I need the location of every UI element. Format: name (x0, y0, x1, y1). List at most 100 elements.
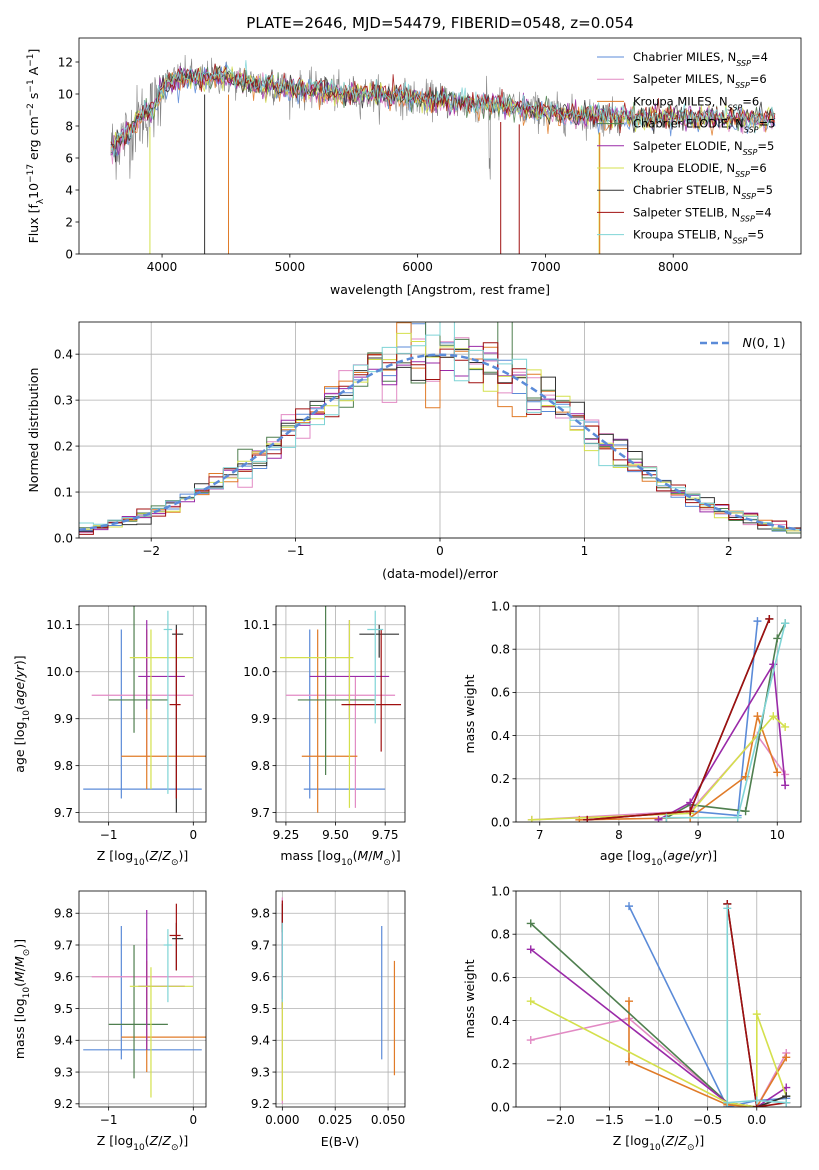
mass-vs-metallicity-panel: −1 0 9.2 9.3 9.4 9.5 9.6 9.7 9.8 Z [log10(Z/Z⊙)] m… (12, 890, 207, 1153)
mass-weight-marker (583, 815, 592, 822)
axes-frame (78, 37, 802, 255)
residual-histogram-series (79, 342, 801, 535)
mass-vs-Z-xlabel: Z [log10(Z/Z⊙)] (97, 1133, 189, 1153)
grid-lines (276, 891, 405, 1107)
mass-vs-ebv-panel: 0.000 0.025 0.050 9.2 9.3 9.4 9.5 9.6 9.7 9.8 E(B-… (251, 890, 406, 1149)
y-tick-label: 9.4 (251, 1034, 270, 1048)
mass-weight-marker (782, 1098, 791, 1107)
x-tick-label: 8 (615, 828, 623, 842)
axes-frame (275, 605, 406, 823)
x-tick-label: 0.050 (371, 1113, 405, 1127)
mass-weight-marker (765, 614, 774, 623)
y-tick-label: 0.0 (54, 531, 73, 545)
y-tick-label: 1.0 (491, 599, 510, 613)
axes-frame (78, 890, 207, 1108)
errorbar-point (138, 620, 185, 710)
mass-weight-marker (781, 619, 790, 628)
mass-weight-line (666, 623, 786, 819)
errorbar-point (163, 929, 173, 1003)
mass-weight-marker (782, 1053, 791, 1062)
y-tick-label: 9.7 (54, 806, 73, 820)
axes-frame (515, 605, 802, 823)
errorbar-point (367, 610, 384, 724)
mass-weight-series (583, 614, 774, 822)
mass-weight-vs-metallicity-panel: −2.0 −1.5 −1.0 −0.5 0.0 0.0 0.2 0.4 0.6 0.8 1.0 Z [… (462, 884, 802, 1153)
y-tick-label: 9.9 (251, 712, 270, 726)
y-tick-label: 9.2 (251, 1097, 270, 1111)
axes-frame (275, 890, 406, 1108)
x-tick-label: −1.0 (644, 1113, 673, 1127)
y-tick-label: 0.4 (491, 729, 510, 743)
y-tick-label: 0.4 (491, 1014, 510, 1028)
y-tick-label: 0.3 (54, 393, 73, 407)
y-tick-label: 10 (58, 87, 73, 101)
grid-lines (79, 891, 206, 1107)
y-tick-label: 9.7 (251, 806, 270, 820)
x-tick-label: 0 (189, 828, 197, 842)
age-vs-Z-xlabel: Z [log10(Z/Z⊙)] (97, 848, 189, 868)
plot-area (279, 606, 402, 813)
grid-lines (276, 606, 405, 822)
mass-weight-marker (526, 919, 535, 928)
mass-weight-marker (654, 815, 663, 822)
x-tick-label: 0 (189, 1113, 197, 1127)
y-tick-label: 9.3 (54, 1065, 73, 1079)
spectrum-ylabel: Flux [fλ10−17 erg cm−2 s−1 A−1] (26, 49, 46, 244)
errorbar-point (121, 960, 206, 1073)
legend-label: Kroupa MILES, NSSP=6 (633, 94, 759, 112)
mass-vs-ebv-xlabel: E(B-V) (321, 1134, 360, 1149)
legend-label: Salpeter ELODIE, NSSP=5 (633, 139, 774, 157)
errorbar-point (129, 629, 194, 790)
age-vs-mass-panel: 9.25 9.50 9.75 9.7 9.8 9.9 10.0 10.1 mass [log10… (243, 605, 406, 868)
y-tick-label: 9.5 (54, 1002, 73, 1016)
x-tick-label: 5000 (275, 260, 306, 274)
x-tick-label: 9.75 (372, 828, 399, 842)
y-tick-label: 0.0 (491, 815, 510, 829)
massweight-vs-age-ylabel: mass weight (462, 674, 477, 753)
y-tick-label: 9.7 (251, 938, 270, 952)
mass-weight-series (583, 614, 774, 822)
errorbar-point (301, 629, 358, 813)
mass-weight-series (654, 660, 790, 822)
plot-area (281, 897, 396, 1104)
spectrum-panel: 4000 5000 6000 7000 8000 0 2 4 6 8 10 12 wavelength … (26, 37, 802, 297)
x-tick-label: 0.000 (265, 1113, 299, 1127)
y-tick-label: 0.2 (491, 1057, 510, 1071)
age-vs-Z-ylabel: age [log10(age/yr)] (12, 655, 32, 772)
y-tick-label: 0.1 (54, 485, 73, 499)
spectrum-model-line (110, 60, 776, 158)
grid-lines (516, 605, 801, 823)
errorbar-point (108, 945, 168, 1079)
y-tick-label: 9.3 (251, 1065, 270, 1079)
x-tick-label: 0.0 (747, 1113, 766, 1127)
y-tick-label: 0.4 (54, 347, 73, 361)
errorbar-point (297, 606, 376, 776)
y-tick-label: 0.6 (491, 686, 510, 700)
residual-histogram-series (79, 322, 801, 531)
mass-weight-marker (686, 798, 695, 807)
x-tick-label: 9 (694, 828, 702, 842)
y-tick-label: 9.2 (54, 1097, 73, 1111)
x-tick-label: 0 (436, 544, 444, 558)
y-tick-label: 6 (65, 151, 73, 165)
massweight-vs-Z-ylabel: mass weight (462, 959, 477, 1038)
mass-weight-marker (752, 1096, 761, 1105)
x-tick-label: 9.50 (322, 828, 349, 842)
mass-weight-line (666, 622, 786, 819)
errorbar-point (172, 922, 184, 971)
errorbar-point (169, 903, 181, 971)
mass-weight-marker (625, 997, 634, 1006)
plot-area (110, 54, 776, 254)
y-tick-label: 10.1 (243, 618, 270, 632)
mass-weight-line (628, 905, 787, 1107)
y-tick-label: 9.8 (251, 907, 270, 921)
plot-area (526, 899, 791, 1107)
y-tick-label: 9.9 (54, 712, 73, 726)
errorbar-point (169, 629, 181, 799)
mass-weight-marker (773, 768, 782, 777)
x-tick-label: 8000 (658, 260, 689, 274)
errorbar-point (341, 629, 402, 752)
errorbar-point (108, 606, 168, 733)
y-tick-label: 0.8 (491, 928, 510, 942)
